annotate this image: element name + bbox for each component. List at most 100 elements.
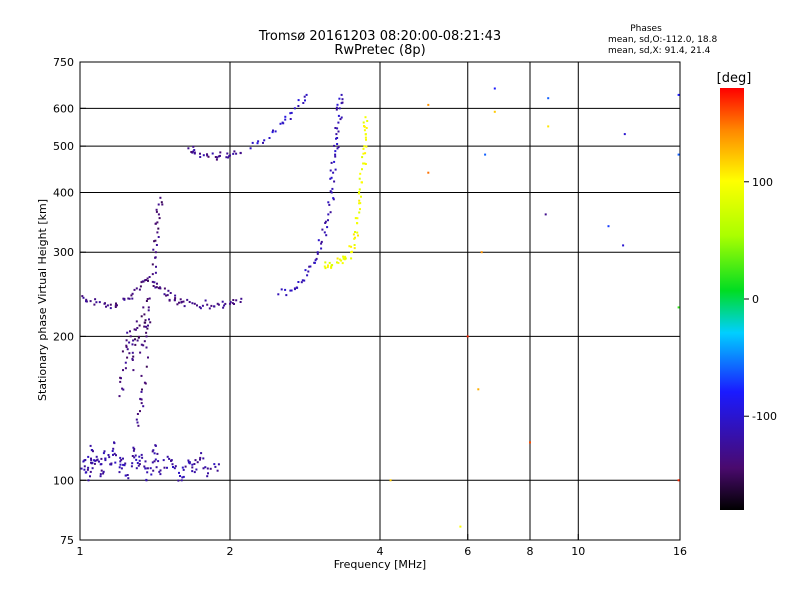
echo-point <box>151 273 154 276</box>
echo-point <box>145 478 148 481</box>
echo-point <box>348 245 351 248</box>
echo-point <box>136 413 139 415</box>
echo-point <box>193 463 196 465</box>
echo-point <box>139 351 142 354</box>
echo-point <box>233 303 235 305</box>
echo-point <box>229 302 231 305</box>
echo-point <box>86 468 89 471</box>
echo-point <box>239 301 242 303</box>
echo-point <box>174 297 177 300</box>
echo-point <box>529 441 531 444</box>
echo-point <box>389 479 392 482</box>
y-tick-label: 750 <box>53 56 74 69</box>
echo-point <box>133 328 136 331</box>
echo-point <box>358 199 361 202</box>
echo-point <box>82 460 85 463</box>
echo-point <box>153 240 156 243</box>
echo-point <box>327 213 330 216</box>
echo-point <box>363 125 365 127</box>
y-axis-ticks: 75 100 200 300 400 500 600 750 <box>53 56 86 547</box>
echo-point <box>147 279 149 282</box>
echo-point <box>306 274 309 277</box>
echo-point <box>301 279 304 282</box>
echo-point <box>131 359 134 361</box>
echo-point <box>480 251 483 254</box>
colorbar-ticks: -100 0 100 <box>744 176 777 423</box>
echo-point <box>104 457 107 460</box>
echo-point <box>191 463 194 466</box>
echo-point <box>232 299 235 301</box>
echo-point <box>120 458 123 461</box>
echo-point <box>329 190 332 193</box>
echo-point <box>94 298 97 301</box>
echo-point <box>293 107 296 110</box>
echo-point <box>228 155 231 158</box>
y-tick-label: 500 <box>53 140 74 153</box>
echo-point <box>145 346 148 349</box>
echo-point <box>131 357 134 360</box>
echo-point <box>199 152 201 155</box>
echo-point <box>191 470 194 473</box>
echo-point <box>365 138 367 141</box>
echo-point <box>120 467 123 470</box>
x-tick-label: 16 <box>673 545 687 558</box>
echo-point <box>334 153 337 156</box>
echo-point <box>188 301 191 303</box>
echo-point <box>329 211 332 214</box>
echo-point <box>151 280 154 283</box>
echo-point <box>159 473 162 476</box>
echo-point <box>344 257 347 260</box>
echo-point <box>140 453 143 456</box>
echo-point <box>466 335 469 338</box>
y-tick-label: 300 <box>53 246 74 259</box>
echo-point <box>213 305 216 308</box>
echo-point <box>138 288 141 291</box>
echo-point <box>155 286 158 289</box>
echo-point <box>147 324 149 327</box>
echo-point <box>163 466 166 469</box>
x-tick-label: 8 <box>527 545 534 558</box>
echo-point <box>217 155 220 158</box>
echo-point <box>156 452 159 455</box>
echo-point <box>108 456 111 459</box>
echo-point <box>178 301 180 304</box>
echo-point <box>358 188 361 191</box>
echo-point <box>143 325 146 328</box>
echo-point <box>337 114 340 117</box>
echo-point <box>181 466 184 469</box>
echo-point <box>427 171 430 174</box>
echo-point <box>331 187 334 190</box>
echo-point <box>184 465 187 468</box>
echo-point <box>133 288 136 291</box>
echo-point <box>109 463 112 466</box>
echo-point <box>335 133 338 136</box>
echo-point <box>338 107 341 110</box>
echo-point <box>144 467 147 470</box>
echo-point <box>290 111 293 114</box>
echo-point <box>166 294 169 297</box>
echo-point <box>320 247 323 250</box>
y-tick-label: 400 <box>53 186 74 199</box>
echo-point <box>157 460 160 463</box>
echo-point <box>149 467 152 470</box>
echo-point <box>114 304 117 307</box>
echo-point <box>358 177 361 180</box>
echo-point <box>459 525 462 528</box>
echo-point <box>138 324 141 327</box>
echo-point <box>119 456 122 459</box>
echo-point <box>159 469 162 472</box>
echo-point <box>124 361 127 364</box>
echo-point <box>140 343 143 346</box>
echo-point <box>115 302 117 305</box>
echo-point <box>209 467 212 470</box>
echo-point <box>336 257 339 260</box>
echo-point <box>135 458 138 461</box>
echo-point <box>327 264 329 267</box>
echo-point <box>363 162 366 165</box>
echo-point <box>95 301 98 304</box>
echo-point <box>315 257 318 260</box>
echo-point <box>308 265 311 268</box>
echo-point <box>155 466 158 469</box>
echo-point <box>123 464 126 467</box>
echo-point <box>544 213 547 216</box>
